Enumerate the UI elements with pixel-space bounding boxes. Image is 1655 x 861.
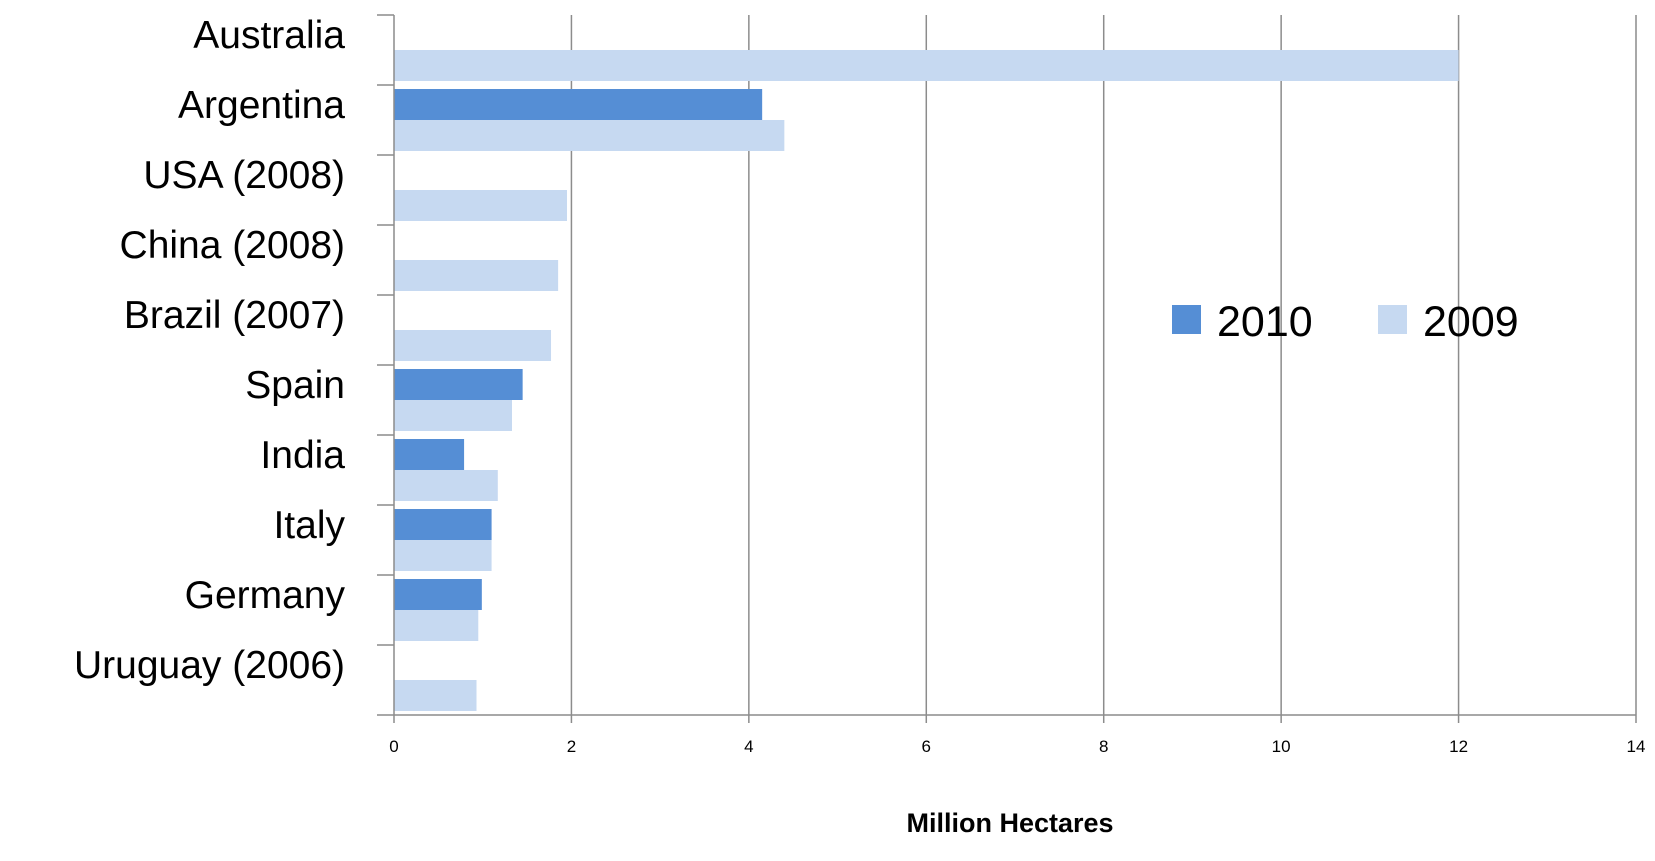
axes [377,14,1637,723]
bar-2009-uruguay-2006 [394,680,477,711]
bar-2010-italy [394,509,492,540]
category-label: India [260,434,345,477]
x-tick-label: 10 [1272,737,1291,756]
category-label: USA (2008) [143,154,345,197]
category-label: Italy [273,504,345,547]
bar-2010-argentina [394,89,763,120]
tick-labels: 0 2 4 6 8 10 12 14 [389,737,1645,756]
x-tick-label: 8 [1099,737,1108,756]
bar-2010-india [394,439,465,470]
category-label: China (2008) [120,224,345,267]
legend: 2010 2009 [1172,298,1519,346]
bars [394,50,1459,711]
category-label: Uruguay (2006) [74,644,345,687]
x-tick-label: 0 [389,737,398,756]
category-labels: Australia Argentina USA (2008) China (2008)… [74,14,345,687]
bar-2009-australia [394,50,1459,81]
bar-2009-italy [394,540,492,571]
x-tick-label: 12 [1449,737,1468,756]
category-label: Germany [185,574,346,617]
category-label: Australia [193,14,345,57]
bar-2009-china-2008 [394,260,559,291]
bar-2009-brazil-2007 [394,330,552,361]
legend-label-2010: 2010 [1217,298,1313,346]
bar-2010-germany [394,579,482,610]
category-label: Spain [245,364,345,407]
category-label: Argentina [178,84,345,127]
bar-2009-usa-2008 [394,190,567,221]
x-tick-label: 4 [744,737,753,756]
legend-label-2009: 2009 [1423,298,1519,346]
bar-2009-argentina [394,120,785,151]
legend-swatch-2009 [1378,305,1407,334]
bar-2009-india [394,470,498,501]
category-label: Brazil (2007) [124,294,345,337]
x-tick-label: 14 [1627,737,1646,756]
bar-2009-germany [394,610,479,641]
bar-2009-spain [394,400,512,431]
legend-swatch-2010 [1172,305,1201,334]
x-tick-label: 2 [567,737,576,756]
bar-2010-spain [394,369,523,400]
x-tick-label: 6 [922,737,931,756]
x-axis-title: Million Hectares [906,808,1113,838]
